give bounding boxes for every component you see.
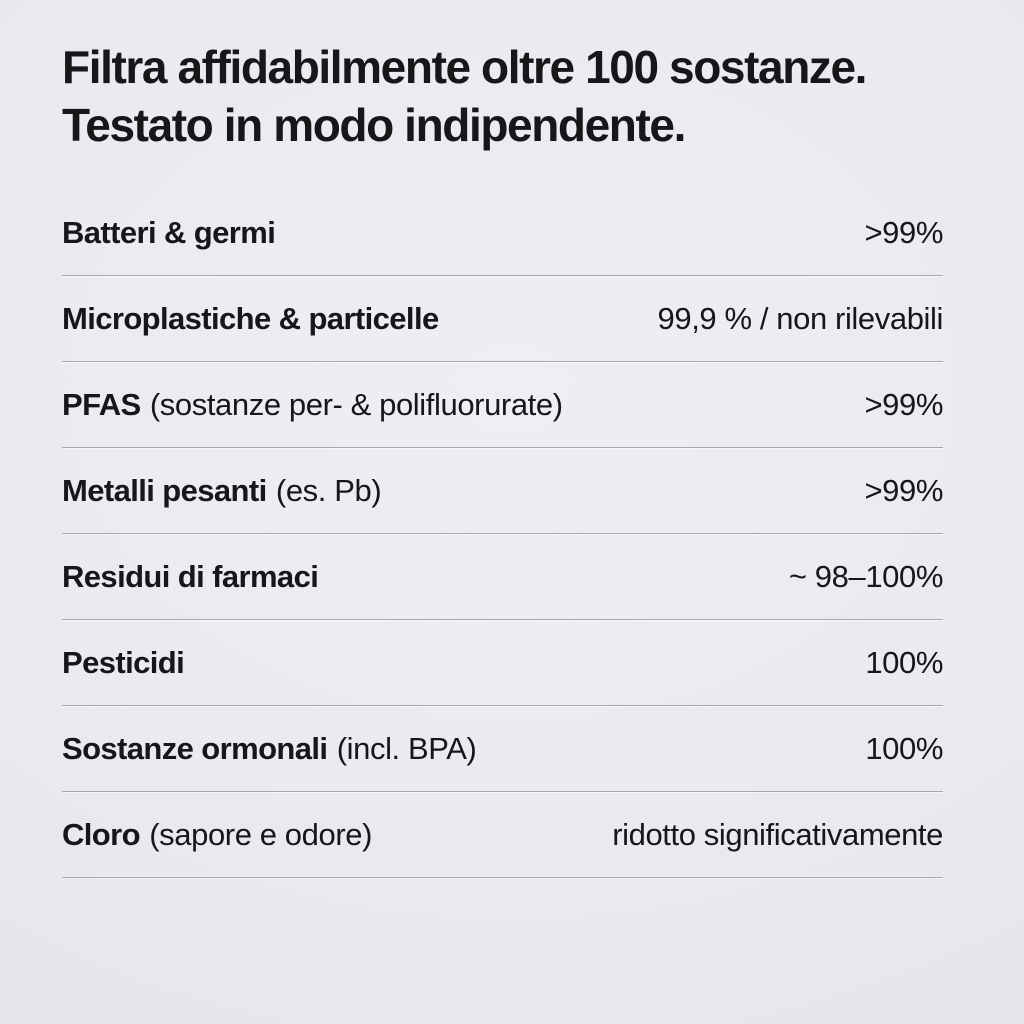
substance-name: Batteri & germi: [62, 214, 276, 250]
substance-label: Residui di farmaci: [62, 559, 328, 595]
substance-name: Cloro: [62, 816, 141, 852]
table-row: Residui di farmaci ~ 98–100%: [62, 534, 943, 620]
filtration-value: >99%: [864, 386, 943, 422]
filtration-value: 100%: [865, 730, 943, 766]
substance-label: Pesticidi: [62, 645, 193, 681]
filtration-value: 100%: [865, 644, 943, 680]
substance-name: Microplastiche & particelle: [62, 300, 439, 336]
filtration-value: >99%: [864, 214, 943, 250]
page-title-line-2: Testato in modo indipendente.: [62, 99, 686, 151]
substance-label: Metalli pesanti (es. Pb): [62, 472, 382, 509]
substance-name: Sostanze ormonali: [62, 730, 328, 766]
substance-label: PFAS (sostanze per- & polifluorurate): [62, 387, 563, 423]
substance-name: Metalli pesanti: [62, 472, 267, 508]
substance-name: PFAS: [62, 386, 141, 422]
table-row: PFAS (sostanze per- & polifluorurate) >99…: [62, 362, 943, 448]
infographic: Filtra affidabilmente oltre 100 sostanze…: [62, 38, 943, 878]
substance-label: Batteri & germi: [62, 215, 285, 251]
table-row: Metalli pesanti (es. Pb) >99%: [62, 448, 943, 534]
substance-note: (sapore e odore): [149, 816, 373, 852]
table-row: Pesticidi 100%: [62, 620, 943, 706]
page-title: Filtra affidabilmente oltre 100 sostanze…: [62, 38, 943, 154]
table-row: Sostanze ormonali (incl. BPA) 100%: [62, 706, 943, 792]
filtration-value: 99,9 % / non rilevabili: [657, 300, 944, 336]
table-row: Cloro (sapore e odore) ridotto significat…: [62, 792, 943, 878]
substance-note: (incl. BPA): [336, 730, 477, 766]
substance-note: (sostanze per- & polifluorurate): [149, 386, 563, 422]
substance-name: Residui di farmaci: [62, 558, 319, 594]
substances-table: Batteri & germi >99% Microplastiche & pa…: [62, 190, 943, 878]
filtration-value: ridotto significativamente: [612, 816, 943, 852]
substance-label: Sostanze ormonali (incl. BPA): [62, 730, 477, 767]
table-row: Batteri & germi >99%: [62, 190, 943, 276]
substance-label: Cloro (sapore e odore): [62, 817, 372, 853]
filtration-value: ~ 98–100%: [788, 558, 944, 594]
table-row: Microplastiche & particelle 99,9 % / non…: [62, 276, 943, 362]
filtration-value: >99%: [864, 472, 943, 508]
page-title-line-1: Filtra affidabilmente oltre 100 sostanze…: [62, 41, 867, 93]
substance-name: Pesticidi: [62, 644, 185, 680]
substance-note: (es. Pb): [275, 472, 382, 508]
substance-label: Microplastiche & particelle: [62, 301, 448, 337]
